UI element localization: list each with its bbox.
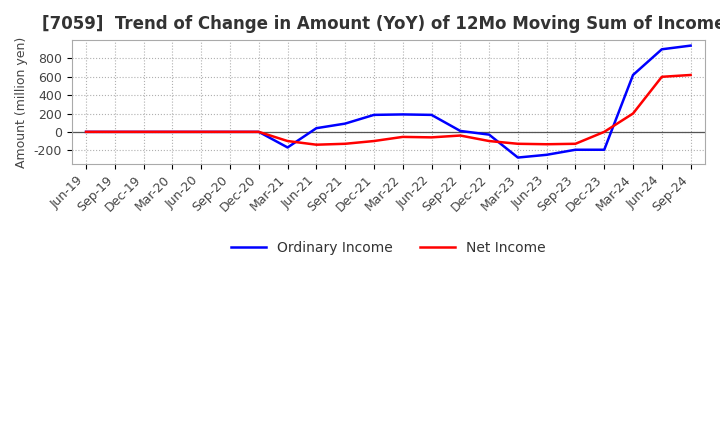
Net Income [571,141,580,147]
Ordinary Income [456,128,464,134]
Net Income [139,129,148,135]
Net Income [312,142,320,147]
Net Income [110,129,119,135]
Ordinary Income [225,129,234,135]
Ordinary Income [398,112,407,117]
Ordinary Income [485,132,493,137]
Net Income [197,129,205,135]
Ordinary Income [600,147,608,152]
Legend: Ordinary Income, Net Income: Ordinary Income, Net Income [225,235,552,260]
Ordinary Income [312,125,320,131]
Ordinary Income [513,155,522,160]
Net Income [283,139,292,144]
Net Income [600,129,608,135]
Ordinary Income [197,129,205,135]
Net Income [369,139,378,144]
Net Income [686,72,695,77]
Net Income [657,74,666,80]
Ordinary Income [283,145,292,150]
Ordinary Income [542,152,551,158]
Ordinary Income [629,72,637,77]
Net Income [456,133,464,138]
Ordinary Income [571,147,580,152]
Ordinary Income [168,129,176,135]
Title: [7059]  Trend of Change in Amount (YoY) of 12Mo Moving Sum of Incomes: [7059] Trend of Change in Amount (YoY) o… [42,15,720,33]
Net Income [398,134,407,139]
Ordinary Income [341,121,349,126]
Ordinary Income [369,112,378,117]
Ordinary Income [139,129,148,135]
Net Income [168,129,176,135]
Net Income [341,141,349,147]
Line: Net Income: Net Income [86,75,690,145]
Line: Ordinary Income: Ordinary Income [86,46,690,158]
Ordinary Income [657,47,666,52]
Ordinary Income [82,129,91,135]
Net Income [485,139,493,144]
Net Income [542,142,551,147]
Net Income [82,129,91,135]
Net Income [427,135,436,140]
Ordinary Income [254,129,263,135]
Ordinary Income [110,129,119,135]
Y-axis label: Amount (million yen): Amount (million yen) [15,37,28,168]
Net Income [513,141,522,147]
Ordinary Income [686,43,695,48]
Net Income [225,129,234,135]
Net Income [254,129,263,135]
Net Income [629,111,637,116]
Ordinary Income [427,112,436,117]
